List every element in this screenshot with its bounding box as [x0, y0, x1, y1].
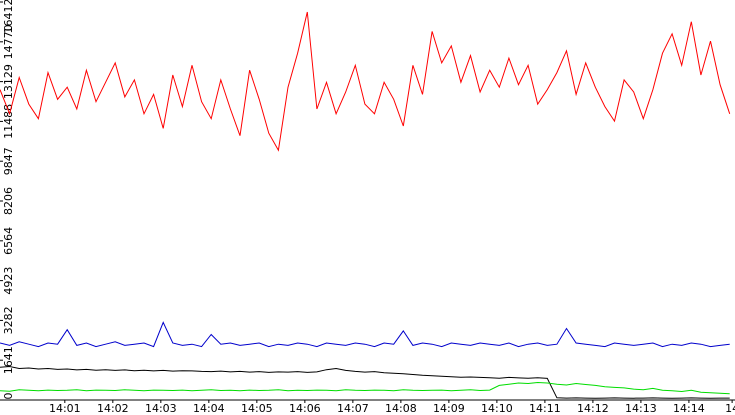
x-tick-label: 14:10 [481, 402, 513, 415]
x-tick-label: 14:13 [625, 402, 657, 415]
x-tick-label: 14:03 [145, 402, 177, 415]
x-tick-label: 14:11 [529, 402, 561, 415]
series-line [0, 381, 730, 395]
y-tick-label: 9847 [2, 147, 15, 175]
x-tick-label: 14:14 [673, 402, 705, 415]
x-tick-label: 14:12 [577, 402, 609, 415]
y-tick-label: 4923 [2, 267, 15, 295]
y-tick-label: 3282 [2, 306, 15, 334]
x-tick-label: 14 [725, 402, 735, 415]
series-line [0, 11, 731, 152]
y-tick-label: 0 [2, 393, 15, 400]
y-tick-label: 11488 [2, 104, 15, 139]
y-tick-label: 13129 [2, 64, 15, 99]
x-tick-label: 14:05 [241, 402, 273, 415]
y-tick-label: 6564 [2, 227, 15, 255]
x-tick-label: 14:01 [49, 402, 81, 415]
x-tick-label: 14:09 [433, 402, 465, 415]
x-tick-label: 14:04 [193, 402, 225, 415]
x-tick-label: 14:02 [97, 402, 129, 415]
x-tick-label: 14:08 [385, 402, 417, 415]
y-tick-label: 16412 [2, 0, 15, 34]
series-line [0, 321, 730, 348]
y-tick-label: 1641 [2, 346, 15, 374]
y-tick-label: 14770 [2, 24, 15, 59]
series-line [0, 365, 730, 399]
y-tick-label: 8206 [2, 187, 15, 215]
x-tick-label: 14:07 [337, 402, 369, 415]
x-tick-label: 14:06 [289, 402, 321, 415]
